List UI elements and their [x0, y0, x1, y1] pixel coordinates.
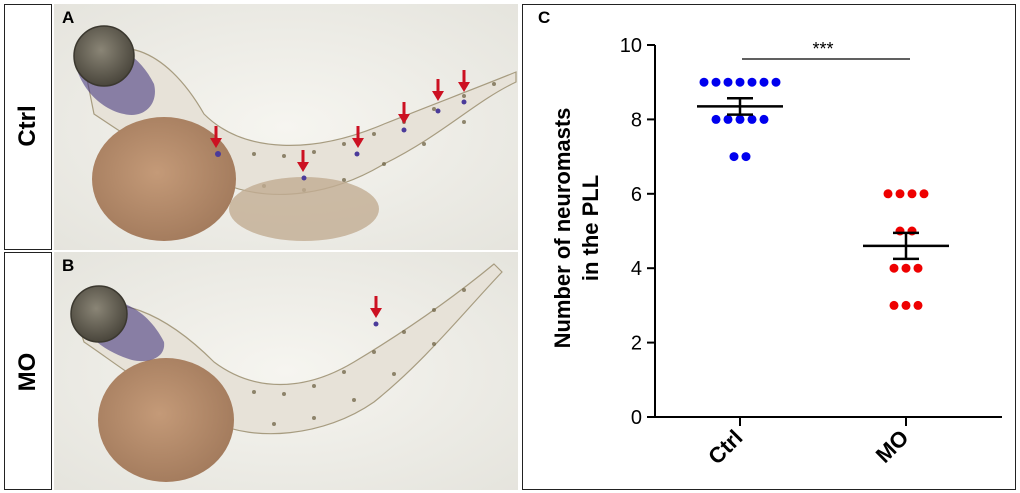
data-point — [901, 263, 911, 273]
photo-panel-a — [54, 4, 518, 250]
data-point — [895, 189, 905, 199]
embryo-mo-image — [54, 252, 518, 490]
data-point — [747, 77, 757, 87]
mean-sem-bars — [697, 96, 949, 261]
data-point — [729, 152, 739, 162]
data-point — [907, 226, 917, 236]
data-points — [699, 77, 929, 310]
data-point — [759, 114, 769, 124]
data-point — [699, 77, 709, 87]
y-tick-label: 8 — [631, 109, 642, 131]
data-point — [711, 77, 721, 87]
y-tick-label: 2 — [631, 333, 642, 355]
y-tick-label: 4 — [631, 258, 642, 280]
data-point — [747, 114, 757, 124]
y-tick-label: 0 — [631, 407, 642, 429]
significance-annotation: *** — [742, 39, 910, 60]
data-point — [883, 189, 893, 199]
panel-letter-c: C — [538, 8, 551, 27]
data-point — [723, 114, 733, 124]
x-tick-label: Ctrl — [703, 425, 747, 469]
y-tick-label: 6 — [631, 184, 642, 206]
data-point — [919, 189, 929, 199]
data-point — [741, 152, 751, 162]
photo-panel-b — [54, 252, 518, 490]
data-point — [895, 226, 905, 236]
data-point — [735, 77, 745, 87]
row-label-box-mo — [4, 252, 52, 490]
row-label-box-ctrl — [4, 4, 52, 250]
panel-letter-b: B — [62, 256, 75, 275]
panel-letter-a: A — [62, 8, 75, 27]
data-point — [889, 300, 899, 310]
data-point — [771, 77, 781, 87]
embryo-ctrl-image — [54, 4, 518, 250]
row-label-ctrl: Ctrl — [14, 105, 41, 147]
y-axis: 0 2 4 6 8 10 — [620, 35, 656, 429]
y-axis-label-line1: Number of neuromasts — [550, 108, 575, 349]
data-point — [735, 114, 745, 124]
x-tick-label: MO — [871, 425, 914, 468]
red-arrow-icon — [370, 296, 382, 318]
data-point — [759, 77, 769, 87]
data-point — [901, 300, 911, 310]
data-point — [723, 77, 733, 87]
red-arrow-icons — [210, 70, 470, 172]
y-axis-label-line2: in the PLL — [578, 175, 603, 281]
data-point — [711, 114, 721, 124]
x-axis: Ctrl MO — [655, 416, 1002, 469]
y-tick-label: 10 — [620, 35, 642, 57]
significance-stars: *** — [812, 39, 833, 59]
data-point — [889, 263, 899, 273]
data-point — [913, 263, 923, 273]
row-label-mo: MO — [14, 352, 41, 392]
data-point — [913, 300, 923, 310]
data-point — [907, 189, 917, 199]
